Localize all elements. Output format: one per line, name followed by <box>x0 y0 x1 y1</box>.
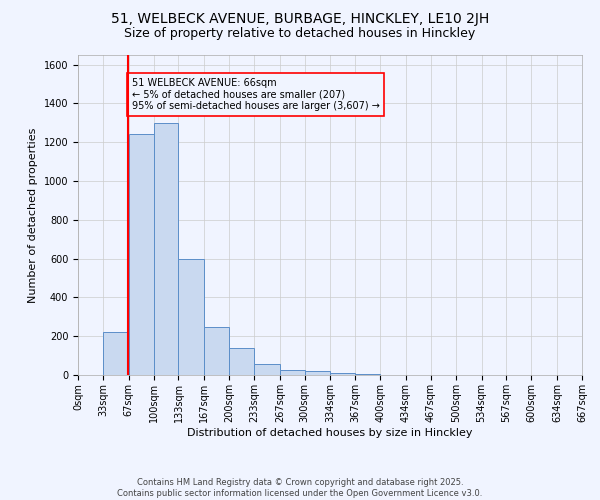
Text: 51 WELBECK AVENUE: 66sqm
← 5% of detached houses are smaller (207)
95% of semi-d: 51 WELBECK AVENUE: 66sqm ← 5% of detache… <box>131 78 380 112</box>
Bar <box>229 348 254 375</box>
Bar <box>331 373 355 375</box>
Bar <box>305 371 331 375</box>
X-axis label: Distribution of detached houses by size in Hinckley: Distribution of detached houses by size … <box>187 428 473 438</box>
Text: Contains HM Land Registry data © Crown copyright and database right 2025.
Contai: Contains HM Land Registry data © Crown c… <box>118 478 482 498</box>
Bar <box>204 328 229 375</box>
Text: 51, WELBECK AVENUE, BURBAGE, HINCKLEY, LE10 2JH: 51, WELBECK AVENUE, BURBAGE, HINCKLEY, L… <box>111 12 489 26</box>
Bar <box>254 364 280 375</box>
Bar <box>178 258 204 375</box>
Bar <box>103 332 128 375</box>
Text: Size of property relative to detached houses in Hinckley: Size of property relative to detached ho… <box>124 28 476 40</box>
Bar <box>154 123 178 375</box>
Y-axis label: Number of detached properties: Number of detached properties <box>28 128 38 302</box>
Bar <box>280 370 305 375</box>
Bar <box>128 134 154 375</box>
Bar <box>355 374 380 375</box>
